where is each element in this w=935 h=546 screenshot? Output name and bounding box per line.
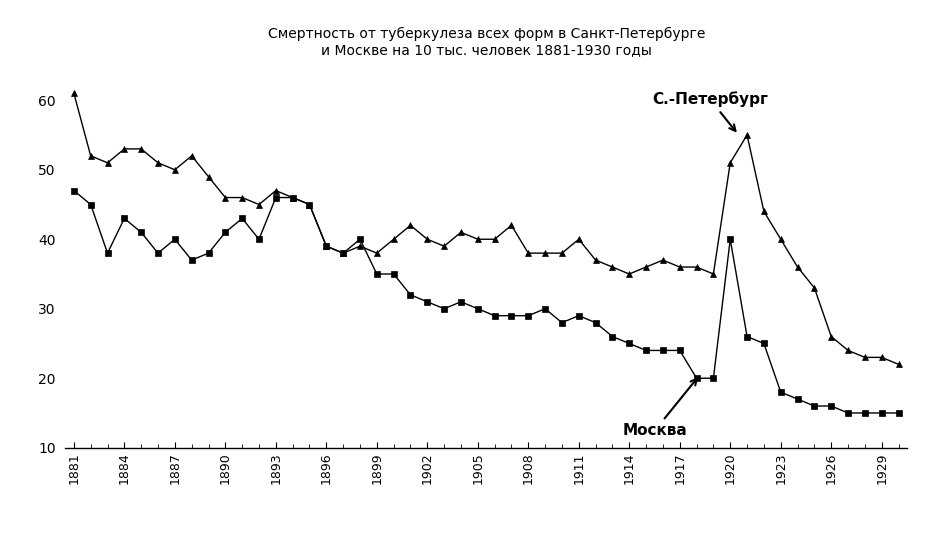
Text: Москва: Москва	[622, 379, 697, 438]
Title: Смертность от туберкулеза всех форм в Санкт-Петербурге
и Москве на 10 тыс. челов: Смертность от туберкулеза всех форм в Са…	[267, 27, 705, 57]
Text: С.-Петербург: С.-Петербург	[652, 92, 768, 131]
